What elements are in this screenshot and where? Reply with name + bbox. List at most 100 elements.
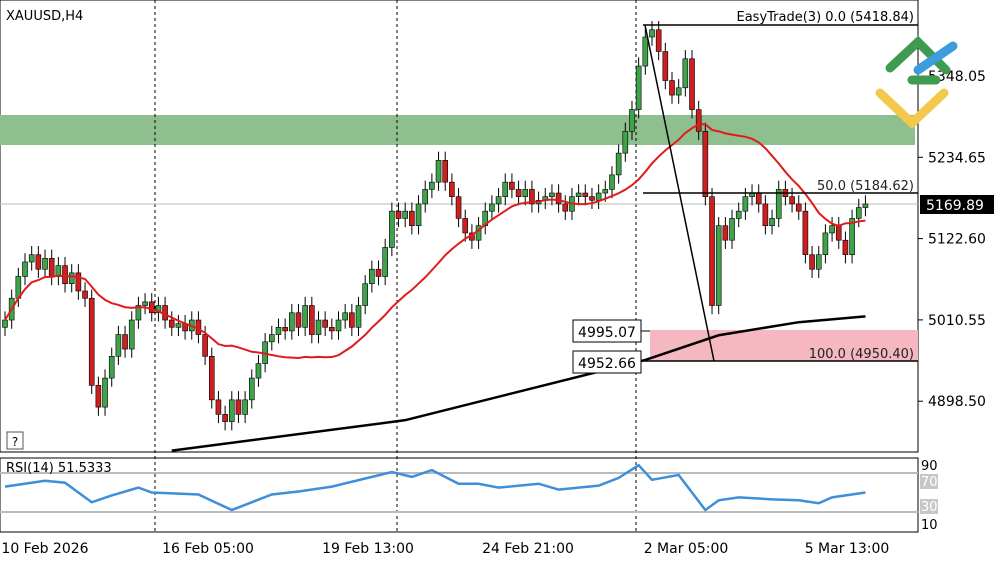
price-axis: 5348.05 5234.65 5122.60 5010.55 4898.50 xyxy=(918,69,986,410)
bear-candle xyxy=(35,254,42,270)
bear-candle xyxy=(509,181,515,190)
bear-candle xyxy=(655,29,662,52)
bull-candle xyxy=(682,58,689,89)
bull-candle xyxy=(649,29,655,38)
bear-candle xyxy=(795,203,802,212)
fib-trend-line[interactable] xyxy=(644,24,715,362)
bull-candle xyxy=(155,305,162,314)
rsi-line xyxy=(4,463,866,512)
level-box-upper[interactable] xyxy=(572,319,642,343)
bull-candle xyxy=(228,399,235,422)
bull-candle xyxy=(302,305,308,328)
bear-candle xyxy=(669,80,675,96)
bear-candle xyxy=(409,210,415,226)
ma-slow-line xyxy=(171,315,866,452)
bull-candle xyxy=(775,189,782,219)
bear-candle xyxy=(449,181,455,197)
time-tick-label: 10 Feb 2026 xyxy=(1,541,88,557)
bear-candle xyxy=(589,196,595,201)
level-label-lower: 4952.66 xyxy=(578,356,636,372)
bull-candle xyxy=(2,319,8,328)
bear-candle xyxy=(762,203,769,226)
bull-candle xyxy=(422,189,429,205)
bear-candle xyxy=(222,414,228,422)
rsi-level-10: 10 xyxy=(921,518,938,533)
bull-candle xyxy=(849,218,855,256)
bull-candle xyxy=(42,258,48,270)
supply-zone xyxy=(0,115,915,145)
price-tick-label: 4898.50 xyxy=(928,394,986,410)
bull-candle xyxy=(142,301,148,306)
bull-candle xyxy=(575,192,582,197)
bull-candle xyxy=(675,87,682,96)
bull-candle xyxy=(855,207,862,219)
bull-candle xyxy=(108,356,115,379)
bull-candle xyxy=(435,160,442,183)
bear-candle xyxy=(329,326,335,332)
ma-fast-line xyxy=(4,123,866,359)
bear-candle xyxy=(562,203,569,212)
price-tick-label: 5348.05 xyxy=(928,69,986,85)
bull-candle xyxy=(715,225,722,306)
bull-candle xyxy=(522,189,529,197)
bull-candle xyxy=(402,210,409,219)
bull-candle xyxy=(135,305,142,321)
bull-candle xyxy=(255,363,262,379)
bull-candle xyxy=(549,192,555,197)
bull-candle xyxy=(369,268,375,285)
candles xyxy=(2,21,869,431)
demand-zone xyxy=(650,330,918,361)
bear-candle xyxy=(809,254,815,270)
bear-candle xyxy=(695,109,702,132)
rsi-70-marker xyxy=(920,474,938,489)
bear-candle xyxy=(662,51,669,81)
bear-candle xyxy=(215,399,222,415)
time-tick-label: 19 Feb 13:00 xyxy=(322,541,414,557)
bear-candle xyxy=(168,319,175,328)
current-price-label: 5169.89 xyxy=(926,198,984,214)
rsi-level-70: 70 xyxy=(921,475,938,490)
time-tick-label: 16 Feb 05:00 xyxy=(162,541,254,557)
price-tick-label: 5234.65 xyxy=(928,150,986,166)
bull-candle xyxy=(742,196,749,212)
bull-candle xyxy=(415,203,422,226)
level-box-lower[interactable] xyxy=(572,350,642,374)
bull-candle xyxy=(635,65,642,110)
bull-candle xyxy=(115,334,122,357)
bull-candle xyxy=(609,174,615,190)
fib-0-label: EasyTrade(3) 0.0 (5418.84) xyxy=(737,10,915,25)
bear-candle xyxy=(48,258,55,277)
bull-candle xyxy=(822,232,829,256)
bull-candle xyxy=(602,189,609,194)
bear-candle xyxy=(709,196,715,306)
bull-candle xyxy=(128,319,135,350)
bull-candle xyxy=(622,131,629,154)
bear-candle xyxy=(835,225,842,241)
current-price-box xyxy=(920,195,994,214)
time-tick-label: 2 Mar 05:00 xyxy=(644,541,729,557)
price-tick-label: 5122.60 xyxy=(928,232,986,248)
bear-candle xyxy=(555,192,562,205)
bear-candle xyxy=(282,326,288,332)
broker-logo-icon xyxy=(875,35,958,130)
bear-candle xyxy=(529,189,535,205)
time-tick-label: 24 Feb 21:00 xyxy=(482,541,574,557)
bear-candle xyxy=(322,319,328,328)
bear-candle xyxy=(755,192,762,205)
bull-candle xyxy=(429,181,435,190)
bull-candle xyxy=(389,210,395,248)
period-separators xyxy=(154,0,637,532)
bull-candle xyxy=(242,399,248,415)
bear-candle xyxy=(442,160,449,183)
rsi-level-30: 30 xyxy=(921,500,938,515)
bear-candle xyxy=(295,312,302,328)
bull-candle xyxy=(28,254,35,263)
bull-candle xyxy=(175,323,182,328)
bear-candle xyxy=(462,218,469,234)
help-button[interactable] xyxy=(6,431,24,450)
bull-candle xyxy=(102,377,108,408)
bear-candle xyxy=(789,196,795,205)
bull-candle xyxy=(275,326,282,335)
